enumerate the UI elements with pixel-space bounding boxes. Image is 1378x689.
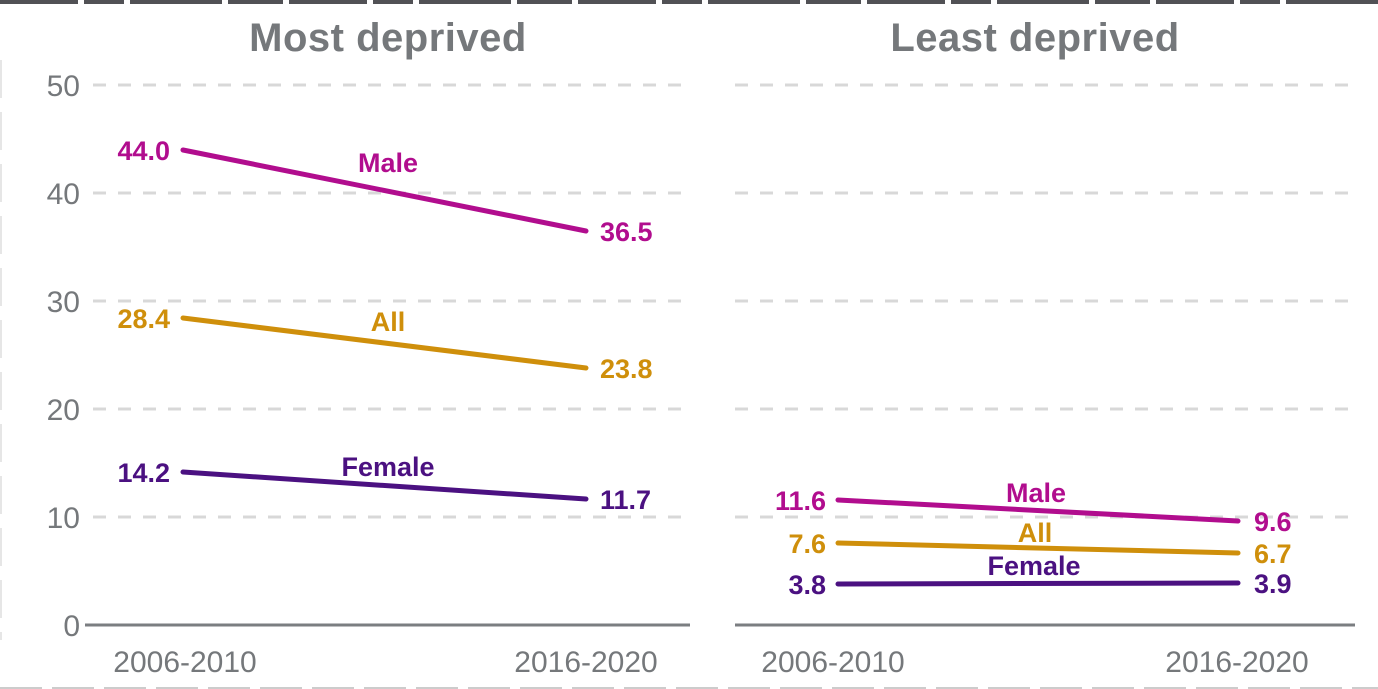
female-series-label: Female [987,551,1080,581]
all-end-value: 6.7 [1254,539,1292,569]
all-line [835,540,1241,556]
x-tick-2006-2010: 2006-2010 [761,646,904,679]
x-tick-2016-2020: 2016-2020 [514,646,657,679]
y-tick-10: 10 [47,502,80,535]
male-line [835,497,1241,524]
all-series-label: All [371,307,406,337]
panel-most-deprived: Most deprived 50 40 30 20 10 0 2006-2010… [47,16,690,679]
female-start-value: 14.2 [117,458,170,488]
male-start-value: 44.0 [117,136,170,166]
x-tick-2016-2020: 2016-2020 [1165,646,1308,679]
y-tick-40: 40 [47,178,80,211]
y-tick-20: 20 [47,394,80,427]
female-start-value: 3.8 [788,570,826,600]
panel-least-deprived: Least deprived 2006-2010 2016-2020 Male … [735,16,1360,679]
female-end-value: 11.7 [600,485,651,515]
female-end-value: 3.9 [1254,569,1292,599]
all-series-label: All [1018,518,1053,548]
male-series-label: Male [1006,478,1066,508]
y-tick-30: 30 [47,286,80,319]
female-line [835,580,1241,587]
all-start-value: 7.6 [788,529,826,559]
y-tick-50: 50 [47,70,80,103]
female-line [180,469,589,502]
panel-title-least-deprived: Least deprived [890,16,1179,60]
male-end-value: 36.5 [600,217,653,247]
all-start-value: 28.4 [117,304,170,334]
male-end-value: 9.6 [1254,507,1292,537]
male-series-label: Male [358,148,418,178]
panel-title-most-deprived: Most deprived [249,16,527,60]
all-end-value: 23.8 [600,354,653,384]
male-start-value: 11.6 [775,486,826,516]
female-series-label: Female [341,452,434,482]
all-line [180,315,589,371]
y-tick-0: 0 [63,610,80,643]
x-tick-2006-2010: 2006-2010 [113,646,256,679]
male-line [180,147,589,234]
